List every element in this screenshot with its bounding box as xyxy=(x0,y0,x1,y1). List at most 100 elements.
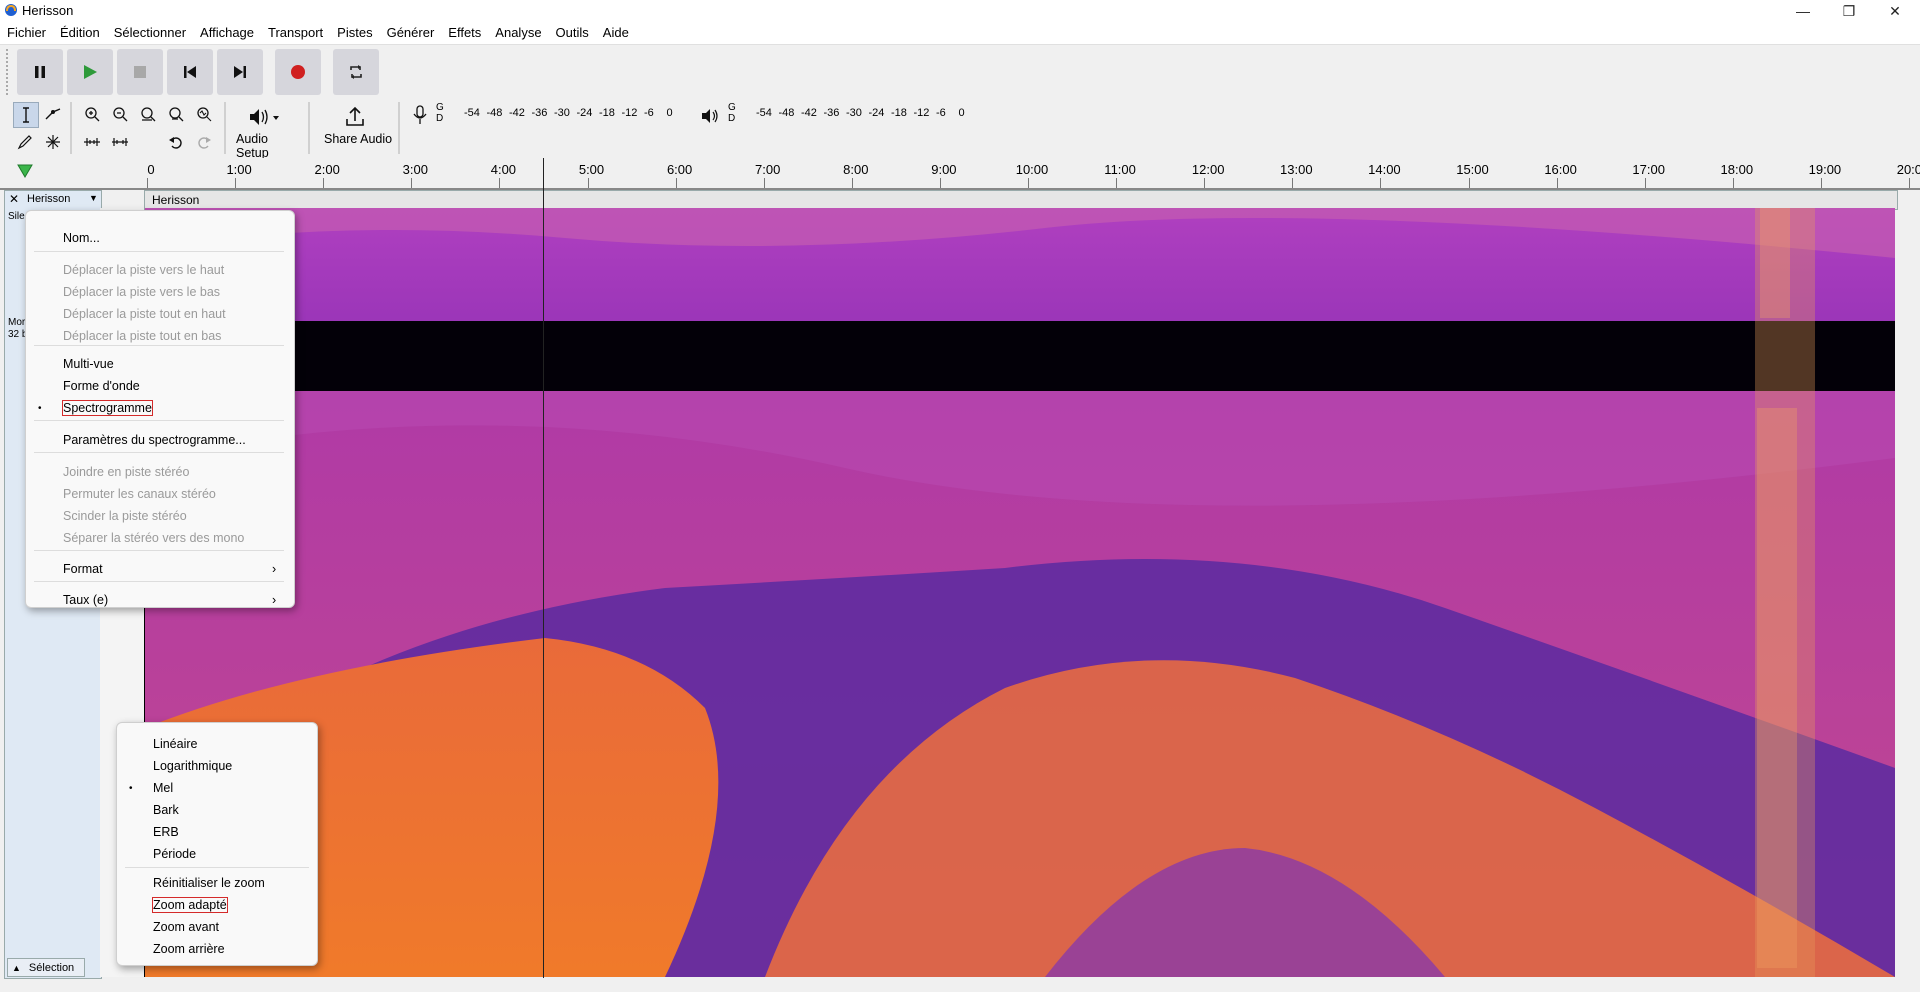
track-menu-item[interactable]: Séparer la stéréo vers des mono xyxy=(63,531,245,545)
collapse-arrow-icon: ▲ xyxy=(12,962,21,973)
track-menu-item[interactable]: Déplacer la piste tout en haut xyxy=(63,307,226,321)
audacity-logo-icon xyxy=(5,4,17,16)
draw-tool-button[interactable] xyxy=(13,130,37,154)
ruler-tick-mark xyxy=(851,178,853,188)
toolbar-separator xyxy=(308,102,310,154)
ruler-tick-mark xyxy=(1820,178,1822,188)
track-menu-item[interactable]: Déplacer la piste tout en bas xyxy=(63,329,222,343)
play-head-marker-icon[interactable] xyxy=(16,162,34,180)
ruler-tick-mark xyxy=(323,178,325,188)
skip-to-start-button[interactable] xyxy=(167,49,213,95)
audio-setup-button[interactable]: Audio Setup xyxy=(230,102,302,194)
upload-icon xyxy=(346,106,364,126)
track-menu-item[interactable]: Multi-vue xyxy=(63,357,114,371)
pencil-icon xyxy=(17,135,32,150)
track-menu-item[interactable]: Forme d'onde xyxy=(63,379,140,393)
scale-menu-item[interactable]: ERB xyxy=(153,825,179,839)
menu-separator xyxy=(34,452,284,453)
zoom-in-icon xyxy=(85,107,100,122)
scale-menu-item[interactable]: Période xyxy=(153,847,197,861)
menu-1[interactable]: Édition xyxy=(60,25,100,40)
scale-menu-item[interactable]: Linéaire xyxy=(153,737,198,751)
pause-button[interactable] xyxy=(17,49,63,95)
scale-menu-item[interactable]: Bark xyxy=(153,803,179,817)
silence-audio-button[interactable] xyxy=(108,130,132,154)
track-menu-item[interactable]: Paramètres du spectrogramme... xyxy=(63,433,246,447)
scale-menu-item[interactable]: Réinitialiser le zoom xyxy=(153,876,265,890)
track-menu-item[interactable]: Joindre en piste stéréo xyxy=(63,465,190,479)
menu-3[interactable]: Affichage xyxy=(200,25,255,40)
envelope-tool-button[interactable] xyxy=(41,102,65,126)
track-menu-item[interactable]: Déplacer la piste vers le bas xyxy=(63,285,221,299)
skip-to-start-icon xyxy=(184,66,196,78)
minimize-button[interactable]: — xyxy=(1796,3,1810,19)
trim-outside-button[interactable] xyxy=(80,130,104,154)
track-menu-item[interactable]: Permuter les canaux stéréo xyxy=(63,487,216,501)
scale-menu-item[interactable]: Mel xyxy=(153,781,174,795)
track-menu-item[interactable]: Scinder la piste stéréo xyxy=(63,509,187,523)
close-track-icon[interactable]: ✕ xyxy=(9,192,20,206)
ruler-tick-label: 20:00 xyxy=(1896,162,1920,177)
track-dropdown-menu: Nom... Déplacer la piste vers le haut Dépl… xyxy=(25,210,295,608)
clip-header[interactable]: Herisson xyxy=(144,190,1898,210)
track-menu-arrow-icon[interactable]: ▼ xyxy=(89,193,98,203)
menu-0[interactable]: Fichier xyxy=(7,25,47,40)
record-button[interactable] xyxy=(275,49,321,95)
submenu-arrow-icon: › xyxy=(272,562,277,576)
scale-menu-item[interactable]: Zoom avant xyxy=(153,920,220,934)
menu-9[interactable]: Outils xyxy=(555,25,589,40)
track-info-text: Mor xyxy=(8,317,26,328)
ruler-tick-mark xyxy=(675,178,677,188)
fit-project-button[interactable] xyxy=(164,102,188,126)
ruler-tick-label: 13:00 xyxy=(1280,162,1313,177)
stop-button[interactable] xyxy=(117,49,163,95)
share-audio-button[interactable]: Share Audio xyxy=(316,102,394,194)
record-meter[interactable]: G D -54 -48 -42 -36 -30 -24 -18 -12 -6 0 xyxy=(434,102,686,126)
ruler-tick-mark xyxy=(1028,178,1029,188)
fit-selection-button[interactable] xyxy=(136,102,160,126)
zoom-toggle-button[interactable] xyxy=(192,102,216,126)
selection-toggle-button[interactable]: ▲ Sélection xyxy=(7,958,85,977)
menu-5[interactable]: Pistes xyxy=(337,25,373,40)
track-menu-item[interactable]: Spectrogramme xyxy=(62,400,153,416)
track-name-button[interactable]: Herisson xyxy=(27,193,71,205)
track-menu-item[interactable]: Taux (e) xyxy=(63,593,109,607)
submenu-arrow-icon: › xyxy=(272,593,277,607)
track-menu-item[interactable]: Nom... xyxy=(63,231,100,245)
timeline-ruler[interactable]: 0 1:00 2:00 3:00 4:00 5:00 6:00 7:00 8:00 9:00 10:… xyxy=(0,158,1920,190)
track-menu-item[interactable]: Déplacer la piste vers le haut xyxy=(63,263,225,277)
loop-button[interactable] xyxy=(333,49,379,95)
close-window-button[interactable]: ✕ xyxy=(1889,2,1901,19)
scale-menu-item[interactable]: Zoom adapté xyxy=(152,897,228,913)
skip-to-end-button[interactable] xyxy=(217,49,263,95)
zoom-out-button[interactable] xyxy=(108,102,132,126)
undo-button[interactable] xyxy=(164,130,188,154)
ruler-tick-mark xyxy=(1204,178,1206,188)
meter-tick-label: 0 xyxy=(666,107,673,119)
undo-icon xyxy=(169,137,182,149)
toolbar-grip[interactable] xyxy=(6,49,14,95)
spectrogram-view[interactable] xyxy=(145,208,1895,977)
redo-button[interactable] xyxy=(192,130,216,154)
menu-10[interactable]: Aide xyxy=(602,25,629,40)
record-meter-channels: G D xyxy=(436,102,444,124)
selection-tool-button[interactable] xyxy=(13,102,39,128)
multi-tool-button[interactable] xyxy=(41,130,65,154)
share-audio-label: Share Audio xyxy=(324,132,393,146)
menu-8[interactable]: Analyse xyxy=(495,25,542,40)
playback-meter[interactable]: G D -54 -48 -42 -36 -30 -24 -18 -12 -6 0 xyxy=(726,102,978,126)
menu-4[interactable]: Transport xyxy=(268,25,324,40)
menu-7[interactable]: Effets xyxy=(448,25,482,40)
pause-icon xyxy=(35,66,45,78)
meter-tick-label: -36 xyxy=(531,107,548,119)
maximize-button[interactable]: ❐ xyxy=(1842,2,1856,19)
zoom-in-button[interactable] xyxy=(80,102,104,126)
track-menu-item[interactable]: Format xyxy=(63,562,103,576)
ruler-tick-label: 2:00 xyxy=(314,162,340,177)
play-button[interactable] xyxy=(67,49,113,95)
meter-tick-label: -48 xyxy=(778,107,795,119)
scale-menu-item[interactable]: Zoom arrière xyxy=(153,942,225,956)
menu-2[interactable]: Sélectionner xyxy=(113,25,187,40)
scale-menu-item[interactable]: Logarithmique xyxy=(153,759,233,773)
menu-6[interactable]: Générer xyxy=(386,25,435,40)
